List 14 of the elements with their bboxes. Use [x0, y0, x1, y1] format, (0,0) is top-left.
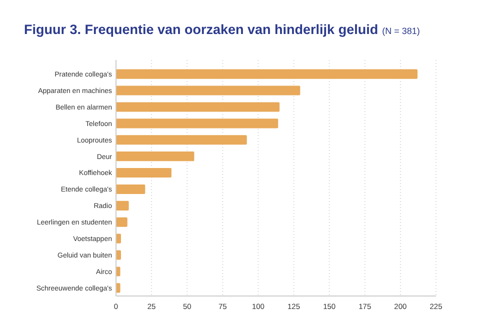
- bar: [116, 135, 247, 145]
- bar: [116, 69, 418, 79]
- chart-title: Figuur 3. Frequentie van oorzaken van hinderlijk geluid: [24, 22, 378, 37]
- bar: [116, 200, 129, 210]
- bar: [116, 266, 120, 276]
- bar: [116, 184, 146, 194]
- bar: [116, 118, 278, 128]
- bar: [116, 168, 172, 178]
- bar: [116, 217, 128, 227]
- bar: [116, 152, 194, 162]
- bar: [116, 86, 300, 96]
- bar: [116, 102, 280, 112]
- bar: [116, 283, 120, 293]
- chart-subtitle: (N = 381): [382, 26, 420, 36]
